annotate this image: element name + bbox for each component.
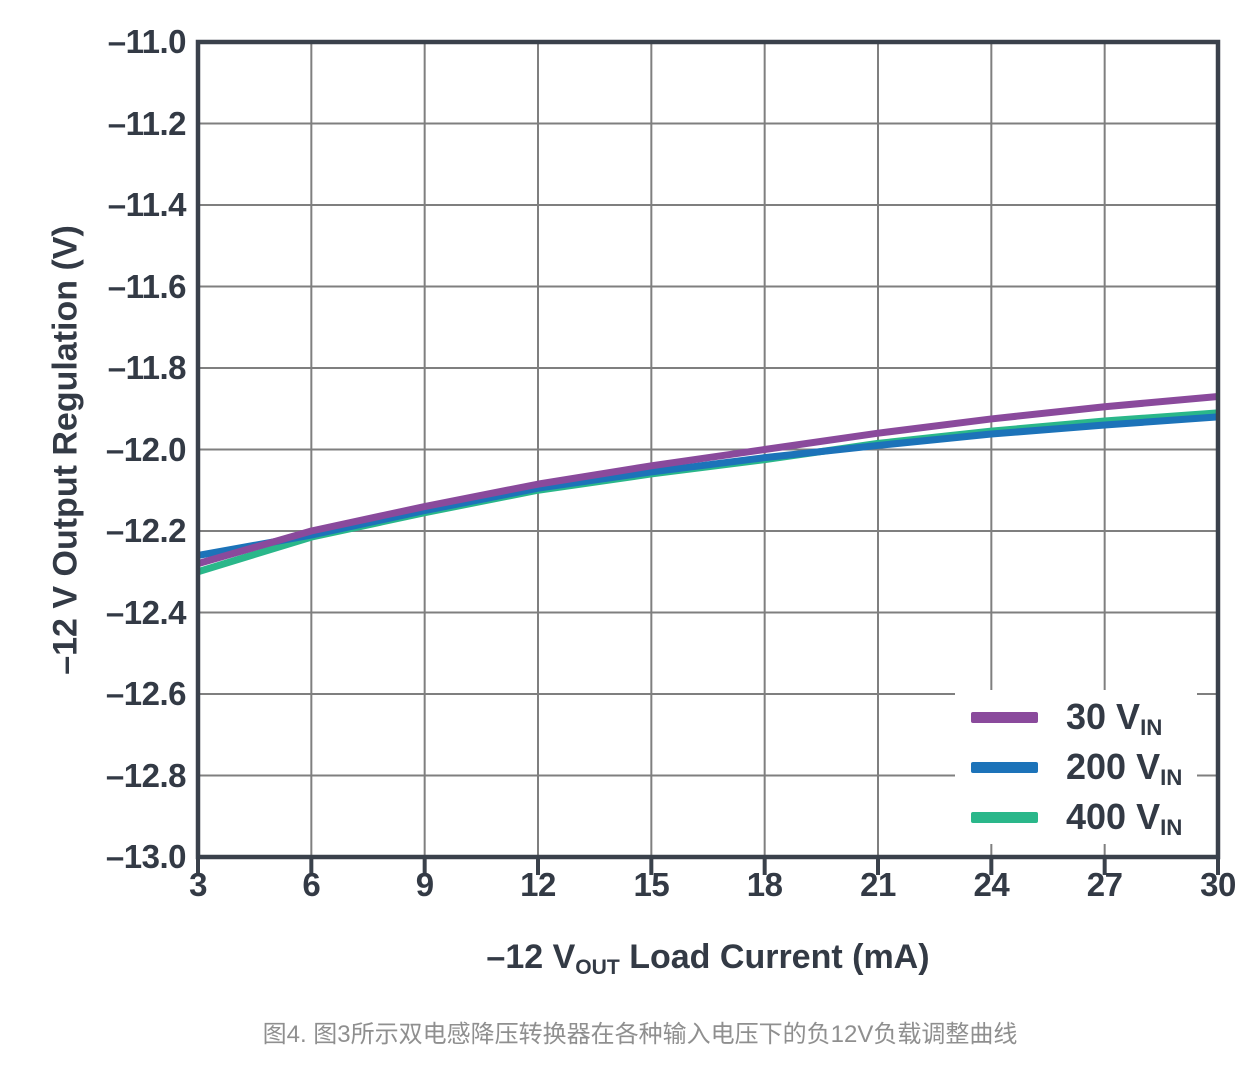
y-tick-label: –12.8 [105, 756, 187, 794]
legend-swatch [971, 711, 1038, 723]
legend-label: 200 VIN [1066, 746, 1183, 791]
x-tick-label: 6 [302, 866, 321, 903]
chart-legend: 30 VIN 200 VIN 400 VIN [955, 690, 1197, 844]
plot-frame [195, 39, 1221, 860]
x-tick-label: 15 [633, 866, 670, 903]
y-tick-label: –12.0 [105, 430, 187, 468]
legend-label: 30 VIN [1066, 696, 1163, 741]
series-line-30-v [197, 393, 1219, 567]
y-tick-label: –13.0 [105, 838, 187, 875]
series-line-400-v [196, 409, 1219, 576]
legend-row: 200 VIN [971, 743, 1197, 791]
x-tick-label: 18 [746, 866, 783, 903]
y-tick-label: –11.6 [107, 267, 187, 305]
figure-caption: 图4. 图3所示双电感降压转换器在各种输入电压下的负12V负载调整曲线 [262, 1021, 1018, 1048]
x-tick-label: 21 [860, 866, 896, 903]
x-tick-label: 9 [415, 866, 434, 903]
x-tick-label: 30 [1200, 866, 1236, 903]
y-tick-label: –12.4 [105, 593, 187, 631]
y-axis-title: –12 V Output Regulation (V) [46, 225, 85, 675]
x-axis-title: –12 VOUT Load Current (mA) [198, 938, 1218, 979]
y-tick-label: –11.2 [107, 104, 187, 142]
x-axis-title-post: Load Current (mA) [619, 938, 930, 976]
x-tick-label: 3 [189, 866, 207, 903]
x-tick-label: 27 [1086, 866, 1123, 903]
series-line-200-v [197, 413, 1219, 559]
legend-swatch [971, 761, 1038, 773]
legend-label: 400 VIN [1066, 796, 1183, 841]
y-tick-label: –12.6 [105, 675, 187, 712]
x-axis-title-subscript: OUT [575, 955, 620, 979]
legend-swatch [971, 811, 1038, 823]
y-tick-label: –11.0 [107, 23, 187, 60]
y-tick-label: –11.4 [107, 186, 187, 223]
x-tick-label: 12 [520, 866, 556, 903]
y-tick-label: –12.2 [105, 512, 187, 549]
legend-row: 400 VIN [971, 793, 1197, 841]
legend-row: 30 VIN [971, 693, 1197, 741]
x-tick-label: 24 [973, 866, 1010, 903]
y-tick-label: –11.8 [107, 349, 187, 386]
x-axis-title-pre: –12 V [486, 938, 576, 976]
